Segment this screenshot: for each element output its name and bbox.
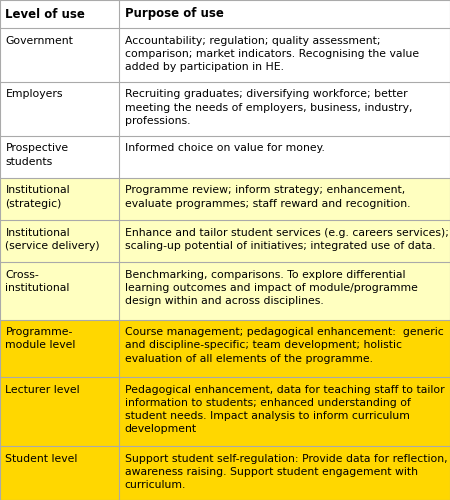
Bar — [0, 0, 119, 28]
Text: Institutional
(strategic): Institutional (strategic) — [5, 186, 70, 208]
Bar — [119, 136, 450, 178]
Text: Institutional
(service delivery): Institutional (service delivery) — [5, 228, 100, 251]
Text: Support student self-regulation: Provide data for reflection,
awareness raising.: Support student self-regulation: Provide… — [125, 454, 447, 490]
Text: Lecturer level: Lecturer level — [5, 384, 80, 394]
Bar — [119, 178, 450, 220]
Bar — [119, 220, 450, 262]
Text: Prospective
students: Prospective students — [5, 144, 68, 167]
Bar — [0, 446, 119, 500]
Bar — [0, 262, 119, 320]
Text: Benchmarking, comparisons. To explore differential
learning outcomes and impact : Benchmarking, comparisons. To explore di… — [125, 270, 418, 306]
Text: Government: Government — [5, 36, 73, 46]
Text: Recruiting graduates; diversifying workforce; better
meeting the needs of employ: Recruiting graduates; diversifying workf… — [125, 90, 412, 126]
Text: Student level: Student level — [5, 454, 78, 464]
Text: Level of use: Level of use — [5, 8, 86, 20]
Bar — [0, 178, 119, 220]
Text: Programme review; inform strategy; enhancement,
evaluate programmes; staff rewar: Programme review; inform strategy; enhan… — [125, 186, 410, 208]
Bar — [0, 82, 119, 136]
Text: Cross-
institutional: Cross- institutional — [5, 270, 70, 293]
Text: Pedagogical enhancement, data for teaching staff to tailor
information to studen: Pedagogical enhancement, data for teachi… — [125, 384, 444, 434]
Bar — [119, 262, 450, 320]
Bar — [119, 446, 450, 500]
Bar — [0, 320, 119, 377]
Bar — [0, 136, 119, 178]
Text: Employers: Employers — [5, 90, 63, 100]
Bar — [119, 0, 450, 28]
Text: Programme-
module level: Programme- module level — [5, 327, 76, 350]
Bar — [119, 82, 450, 136]
Bar — [119, 377, 450, 446]
Text: Informed choice on value for money.: Informed choice on value for money. — [125, 144, 324, 154]
Text: Course management; pedagogical enhancement:  generic
and discipline-specific; te: Course management; pedagogical enhanceme… — [125, 327, 443, 364]
Bar — [119, 320, 450, 377]
Text: Accountability; regulation; quality assessment;
comparison; market indicators. R: Accountability; regulation; quality asse… — [125, 36, 419, 72]
Bar — [0, 220, 119, 262]
Bar — [119, 28, 450, 82]
Bar — [0, 28, 119, 82]
Text: Enhance and tailor student services (e.g. careers services);
scaling-up potentia: Enhance and tailor student services (e.g… — [125, 228, 449, 251]
Text: Purpose of use: Purpose of use — [125, 8, 224, 20]
Bar — [0, 377, 119, 446]
